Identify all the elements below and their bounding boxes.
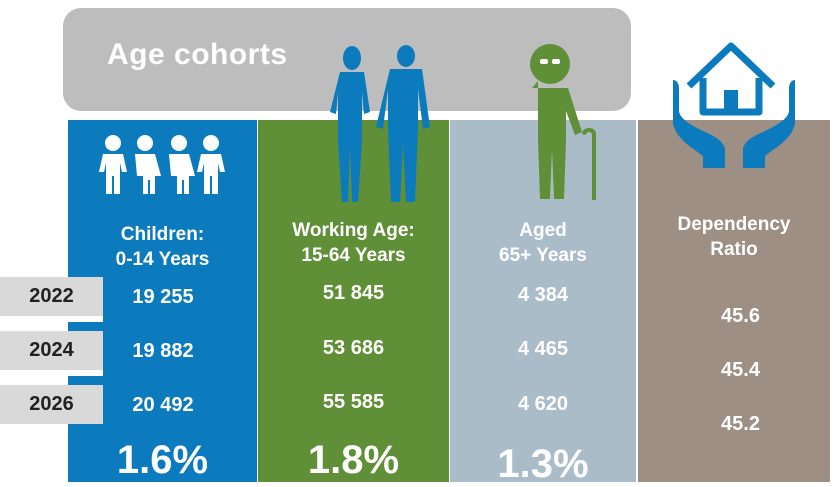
row-divider: [0, 316, 103, 322]
working-age-label: Working Age: 15-64 Years: [258, 218, 449, 268]
children-label-line1: Children:: [120, 224, 205, 245]
row-divider: [0, 370, 103, 376]
aged-value-2022: 4 384: [517, 284, 569, 306]
dependency-label-line1: Dependency: [677, 214, 791, 235]
year-label-2022: 2022: [0, 277, 103, 316]
aged-value-2026: 4 620: [517, 393, 569, 415]
working-age-adults-icon: [330, 45, 430, 202]
aged-label-line2: 65+ Years: [499, 245, 587, 266]
aged-label: Aged 65+ Years: [450, 218, 636, 268]
working-age-growth: 1.8%: [307, 438, 400, 482]
dependency-ratio-value-2024: 45.4: [721, 359, 760, 381]
year-label-2026: 2026: [0, 385, 103, 424]
elderly-person-icon: [530, 44, 596, 200]
page-title: Age cohorts: [107, 38, 288, 71]
aged-value-2024: 4 465: [517, 338, 569, 360]
working-age-label-line1: Working Age:: [292, 220, 415, 241]
children-value-2026: 20 492: [132, 394, 194, 416]
aged-growth: 1.3%: [497, 442, 589, 486]
year-label-2024: 2024: [0, 331, 103, 370]
dependency-label-line2: Ratio: [710, 239, 758, 260]
children-value-2022: 19 255: [132, 286, 194, 308]
working-age-value-2022: 51 845: [322, 282, 385, 304]
house-in-hands-icon: [673, 42, 795, 168]
children-label-line2: 0-14 Years: [115, 249, 210, 270]
children-label: Children: 0-14 Years: [68, 222, 257, 272]
dependency-ratio-value-2022: 45.6: [721, 305, 760, 327]
children-value-2024: 19 882: [132, 340, 194, 362]
dependency-ratio-column: [638, 120, 830, 482]
working-age-value-2024: 53 686: [322, 337, 385, 359]
children-growth: 1.6%: [116, 438, 209, 482]
children-icon: [99, 135, 225, 194]
working-age-label-line2: 15-64 Years: [301, 245, 406, 266]
working-age-value-2026: 55 585: [322, 391, 385, 413]
dependency-label: Dependency Ratio: [638, 212, 830, 262]
dependency-ratio-value-2026: 45.2: [721, 413, 760, 435]
aged-label-line1: Aged: [519, 220, 567, 241]
